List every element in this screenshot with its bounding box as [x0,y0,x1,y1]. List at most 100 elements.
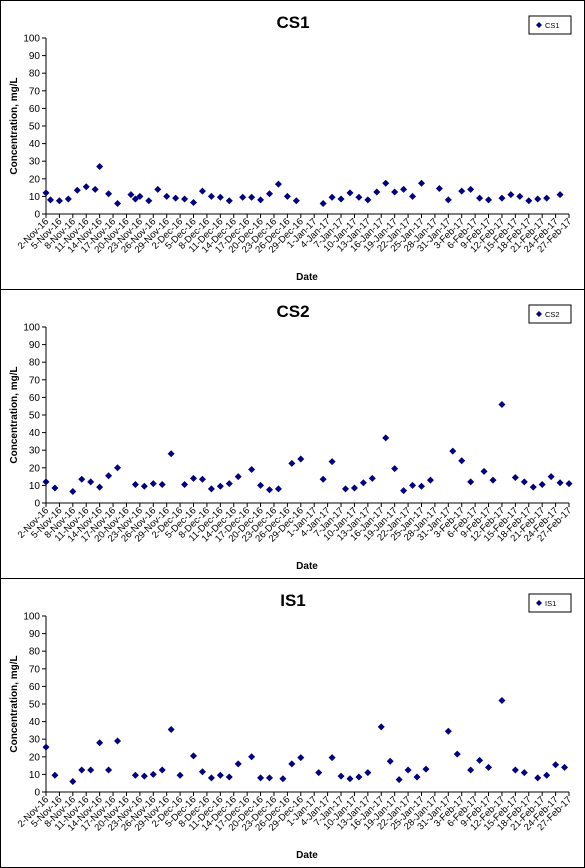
y-tick-label: 100 [23,34,40,45]
data-point [78,475,86,483]
y-tick-label: 60 [29,393,41,404]
data-point [467,478,475,486]
data-point [525,197,533,205]
data-point [96,162,104,170]
data-point [257,481,265,489]
data-point [42,743,50,751]
data-point [198,187,206,195]
data-point [91,185,99,193]
data-point [149,770,157,778]
data-point [190,474,198,482]
data-point [114,737,122,745]
data-point [266,486,274,494]
data-point [248,753,256,761]
data-point [565,480,573,488]
data-point [51,484,59,492]
data-point [355,193,363,201]
data-point [172,194,180,202]
data-point [543,194,551,202]
data-point [328,193,336,201]
data-point [498,696,506,704]
y-tick-label: 70 [29,664,41,675]
data-point [444,727,452,735]
data-point [87,766,95,774]
legend-marker [536,600,542,606]
data-point [467,185,475,193]
data-point [498,400,506,408]
data-point [341,485,349,493]
data-point [328,458,336,466]
y-tick-label: 0 [34,499,40,510]
legend-box [528,304,572,324]
data-point [292,197,300,205]
y-tick-label: 30 [29,446,41,457]
data-point [391,188,399,196]
data-point [198,768,206,776]
data-point [417,179,425,187]
chart-cs2: CS201020304050607080901002-Nov-165-Nov-1… [9,302,574,572]
y-tick-label: 60 [29,104,41,115]
data-point [417,482,425,490]
y-tick-label: 50 [29,700,41,711]
chart-is1: IS101020304050607080901002-Nov-165-Nov-1… [9,591,574,861]
data-point [279,775,287,783]
data-point [225,480,233,488]
data-point [131,195,139,203]
y-axis-label: Concentration, mg/L [9,655,20,752]
data-point [476,194,484,202]
data-point [239,193,247,201]
data-point [51,771,59,779]
data-point [207,774,215,782]
chart-panel-cs1: CS1 0 10 20 30 40 50 60 70 80 90 100 2-Nov-16 5-Nov-1… [0,0,585,290]
legend: IS1 [528,593,572,613]
data-point [409,192,417,200]
data-point [395,776,403,784]
legend-box [528,15,572,35]
y-tick-label: 20 [29,174,41,185]
y-tick-label: 100 [23,323,40,334]
data-point [87,478,95,486]
chart-title: CS1 [276,13,309,32]
data-point [400,487,408,495]
data-point [225,773,233,781]
data-point [409,481,417,489]
y-tick-label: 50 [29,122,41,133]
data-point [145,197,153,205]
data-point [485,763,493,771]
legend-box [528,593,572,613]
y-tick-label: 20 [29,752,41,763]
y-tick-label: 10 [29,770,41,781]
y-tick-label: 0 [34,210,40,221]
data-point [368,474,376,482]
y-axis-label: Concentration, mg/L [9,77,20,174]
data-point [82,183,90,191]
data-point [391,465,399,473]
data-point [42,478,50,486]
data-point [248,193,256,201]
data-point [114,199,122,207]
legend-label: CS2 [545,310,560,319]
y-axis-label: Concentration, mg/L [9,366,20,463]
x-axis-label: Date [296,272,318,283]
data-point [561,763,569,771]
data-point [140,482,148,490]
data-point [426,476,434,484]
data-point [105,190,113,198]
legend: CS1 [528,15,572,35]
data-point [46,196,54,204]
data-point [69,488,77,496]
data-point [64,195,72,203]
data-point [507,191,515,199]
y-tick-label: 50 [29,411,41,422]
data-point [377,723,385,731]
data-point [346,189,354,197]
data-point [552,761,560,769]
data-point [181,195,189,203]
data-point [127,191,135,199]
y-tick-label: 80 [29,358,41,369]
chart-panel-cs2: CS2 0 10 20 30 40 50 60 70 80 90 100 2-Nov-16 5-Nov-1… [0,289,585,579]
y-tick-label: 80 [29,647,41,658]
data-point [96,739,104,747]
data-point [413,773,421,781]
data-point [114,464,122,472]
